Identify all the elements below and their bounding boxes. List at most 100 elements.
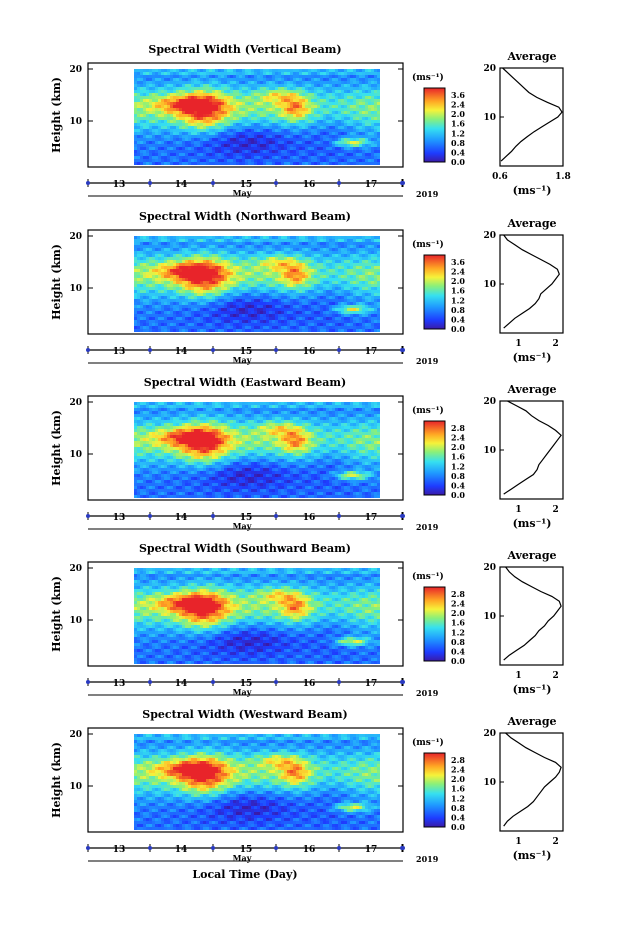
heatmap-cell xyxy=(203,326,206,329)
heatmap-cell xyxy=(209,87,212,90)
heatmap-cell xyxy=(206,320,209,323)
heatmap-cell xyxy=(146,254,149,257)
heatmap-cell xyxy=(302,239,305,242)
heatmap-cell xyxy=(176,111,179,114)
heatmap-cell xyxy=(203,147,206,150)
heatmap-cell xyxy=(251,87,254,90)
heatmap-cell xyxy=(206,326,209,329)
heatmap-cell xyxy=(185,266,188,269)
heatmap-cell xyxy=(287,278,290,281)
heatmap-cell xyxy=(203,141,206,144)
heatmap-cell xyxy=(218,129,221,132)
heatmap-cell xyxy=(278,269,281,272)
heatmap-cell xyxy=(215,293,218,296)
heatmap-cell xyxy=(227,323,230,326)
heatmap-cell xyxy=(212,305,215,308)
heatmap-cell xyxy=(260,326,263,329)
heatmap-cell xyxy=(173,245,176,248)
heatmap-cell xyxy=(155,78,158,81)
heatmap-cell xyxy=(269,87,272,90)
heatmap-cell xyxy=(215,236,218,239)
heatmap-cell xyxy=(353,78,356,81)
heatmap-cell xyxy=(254,287,257,290)
heatmap-cell xyxy=(146,99,149,102)
heatmap-cell xyxy=(206,308,209,311)
heatmap-cell xyxy=(296,102,299,105)
heatmap-cell xyxy=(281,159,284,162)
heatmap-cell xyxy=(164,90,167,93)
heatmap-cell xyxy=(149,263,152,266)
heatmap-cell xyxy=(200,75,203,78)
heatmap-cell xyxy=(329,308,332,311)
heatmap-cell xyxy=(305,290,308,293)
heatmap-cell xyxy=(158,96,161,99)
heatmap-cell xyxy=(137,329,140,332)
heatmap-cell xyxy=(242,69,245,72)
heatmap-cell xyxy=(305,120,308,123)
heatmap-cell xyxy=(158,99,161,102)
heatmap-cell xyxy=(362,102,365,105)
heatmap-cell xyxy=(326,257,329,260)
heatmap-cell xyxy=(305,99,308,102)
heatmap-cell xyxy=(134,72,137,75)
heatmap-cell xyxy=(296,75,299,78)
heatmap-cell xyxy=(182,132,185,135)
heatmap-cell xyxy=(224,78,227,81)
heatmap-cell xyxy=(188,254,191,257)
heatmap-cell xyxy=(320,93,323,96)
heatmap-cell xyxy=(281,260,284,263)
heatmap-cell xyxy=(140,278,143,281)
heatmap-cell xyxy=(350,254,353,257)
heatmap-cell xyxy=(278,308,281,311)
heatmap-cell xyxy=(191,96,194,99)
heatmap-cell xyxy=(221,108,224,111)
heatmap-cell xyxy=(332,281,335,284)
heatmap-cell xyxy=(179,159,182,162)
heatmap-cell xyxy=(347,305,350,308)
heatmap-cell xyxy=(293,263,296,266)
heatmap-cell xyxy=(230,105,233,108)
heatmap-cell xyxy=(293,108,296,111)
heatmap-cell xyxy=(236,314,239,317)
heatmap-cell xyxy=(257,99,260,102)
heatmap-cell xyxy=(227,123,230,126)
heatmap-cell xyxy=(296,323,299,326)
heatmap-cell xyxy=(266,105,269,108)
heatmap-cell xyxy=(137,114,140,117)
heatmap-cell xyxy=(371,93,374,96)
heatmap-cell xyxy=(152,302,155,305)
heatmap-cell xyxy=(320,254,323,257)
heatmap-cell xyxy=(302,108,305,111)
heatmap-cell xyxy=(215,96,218,99)
heatmap-cell xyxy=(212,132,215,135)
heatmap-cell xyxy=(347,159,350,162)
heatmap-cell xyxy=(350,123,353,126)
heatmap-cell xyxy=(164,144,167,147)
heatmap-cell xyxy=(344,138,347,141)
heatmap-cell xyxy=(332,132,335,135)
heatmap-cell xyxy=(293,323,296,326)
heatmap-cell xyxy=(176,245,179,248)
x-axis-label: May xyxy=(233,188,252,198)
heatmap-cell xyxy=(299,272,302,275)
heatmap-cell xyxy=(251,326,254,329)
heatmap-cell xyxy=(185,317,188,320)
heatmap-cell xyxy=(212,257,215,260)
heatmap-cell xyxy=(275,326,278,329)
heatmap-cell xyxy=(254,138,257,141)
heatmap-cell xyxy=(329,296,332,299)
heatmap-cell xyxy=(341,278,344,281)
heatmap-cell xyxy=(146,329,149,332)
heatmap-cell xyxy=(341,93,344,96)
heatmap-cell xyxy=(203,260,206,263)
heatmap-cell xyxy=(230,144,233,147)
heatmap-cell xyxy=(287,75,290,78)
heatmap-cell xyxy=(281,69,284,72)
heatmap-cell xyxy=(362,162,365,165)
heatmap-cell xyxy=(230,147,233,150)
heatmap-cell xyxy=(374,162,377,165)
heatmap-cell xyxy=(347,248,350,251)
heatmap-cell xyxy=(344,296,347,299)
heatmap-cell xyxy=(140,257,143,260)
heatmap-cell xyxy=(290,275,293,278)
